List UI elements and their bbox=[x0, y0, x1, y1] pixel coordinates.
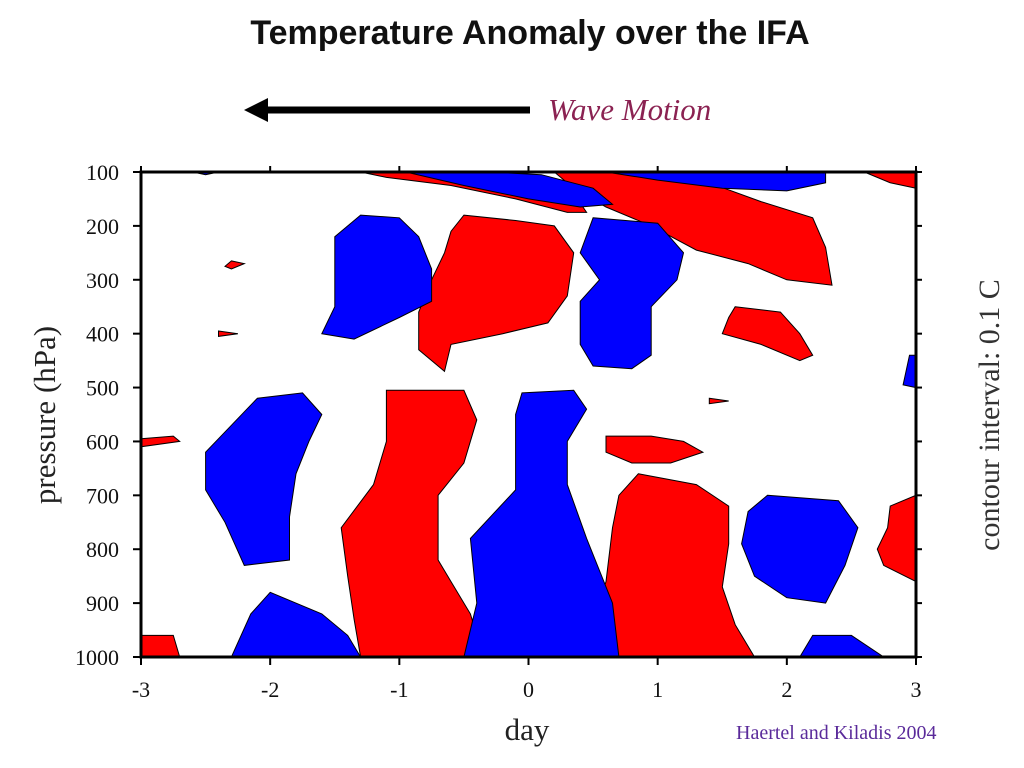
x-tick-label-2: -1 bbox=[390, 677, 408, 702]
cold-anomaly-region-23 bbox=[798, 634, 886, 658]
citation: Haertel and Kiladis 2004 bbox=[736, 722, 937, 744]
y-axis-label: pressure (hPa) bbox=[27, 325, 62, 505]
contour-interval-label: contour interval: 0.1 C bbox=[973, 279, 1006, 551]
y-tick-label-1: 200 bbox=[86, 214, 119, 239]
wave-motion-label: Wave Motion bbox=[548, 92, 712, 127]
x-tick-label-0: -3 bbox=[132, 677, 150, 702]
cold-anomaly-region-20 bbox=[463, 389, 620, 658]
x-tick-label-6: 3 bbox=[911, 677, 922, 702]
cold-anomaly-region-22 bbox=[230, 591, 362, 658]
y-tick-label-5: 600 bbox=[86, 429, 119, 454]
x-tick-label-1: -2 bbox=[261, 677, 279, 702]
x-tick-label-4: 1 bbox=[652, 677, 663, 702]
x-tick-label-5: 2 bbox=[781, 677, 792, 702]
arrow-head bbox=[244, 98, 268, 122]
warm-anomaly-region-12 bbox=[140, 435, 181, 448]
cold-anomaly-region-21 bbox=[741, 494, 859, 604]
chart-title: Temperature Anomaly over the IFA bbox=[250, 14, 810, 52]
cold-anomaly-region-17 bbox=[321, 214, 433, 340]
warm-anomaly-region-2 bbox=[864, 171, 917, 189]
warm-anomaly-region-13 bbox=[140, 634, 181, 658]
y-tick-label-2: 300 bbox=[86, 268, 119, 293]
warm-anomaly-region-6 bbox=[218, 330, 238, 337]
warm-anomaly-region-3 bbox=[418, 214, 575, 373]
warm-anomaly-region-7 bbox=[340, 389, 484, 658]
warm-anomaly-region-4 bbox=[721, 306, 814, 362]
y-tick-label-0: 100 bbox=[86, 160, 119, 185]
y-tick-label-4: 500 bbox=[86, 376, 119, 401]
y-tick-label-8: 900 bbox=[86, 591, 119, 616]
y-tick-label-7: 800 bbox=[86, 537, 119, 562]
wave-motion-arrow bbox=[244, 98, 530, 122]
cold-anomaly-region-24 bbox=[902, 354, 917, 389]
warm-anomaly-region-10 bbox=[708, 397, 729, 405]
warm-anomaly-region-9 bbox=[592, 473, 756, 658]
warm-anomaly-region-11 bbox=[876, 494, 917, 583]
warm-anomaly-region-8 bbox=[605, 435, 705, 464]
y-tick-label-3: 400 bbox=[86, 322, 119, 347]
cold-anomaly-region-18 bbox=[579, 217, 685, 370]
y-tick-label-9: 1000 bbox=[75, 645, 119, 670]
axis-ticks: -3 -2 -1 0 1 2 3 100 200 300 400 500 600 700 800 900 100… bbox=[75, 160, 922, 702]
x-tick-label-3: 0 bbox=[523, 677, 534, 702]
x-axis-label: day bbox=[504, 712, 550, 747]
cold-anomaly-region-19 bbox=[205, 392, 323, 566]
warm-anomaly-region-5 bbox=[224, 260, 246, 270]
anomaly-regions bbox=[140, 171, 917, 658]
y-tick-label-6: 700 bbox=[86, 483, 119, 508]
